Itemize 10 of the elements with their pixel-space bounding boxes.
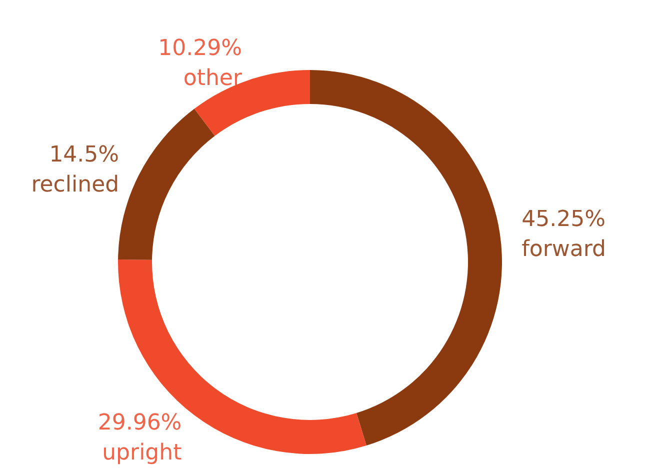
slice-label: other	[183, 66, 243, 92]
donut-slice	[118, 108, 215, 260]
data-label: 10.29%	[158, 36, 242, 62]
data-label: 14.5%	[49, 142, 120, 168]
data-label: 45.25%	[522, 207, 606, 232]
donut-slice	[310, 70, 502, 446]
slice-label: forward	[522, 237, 606, 262]
slice-label: upright	[102, 440, 182, 466]
slice-label: reclined	[31, 172, 120, 198]
data-label: 29.96%	[98, 410, 182, 436]
